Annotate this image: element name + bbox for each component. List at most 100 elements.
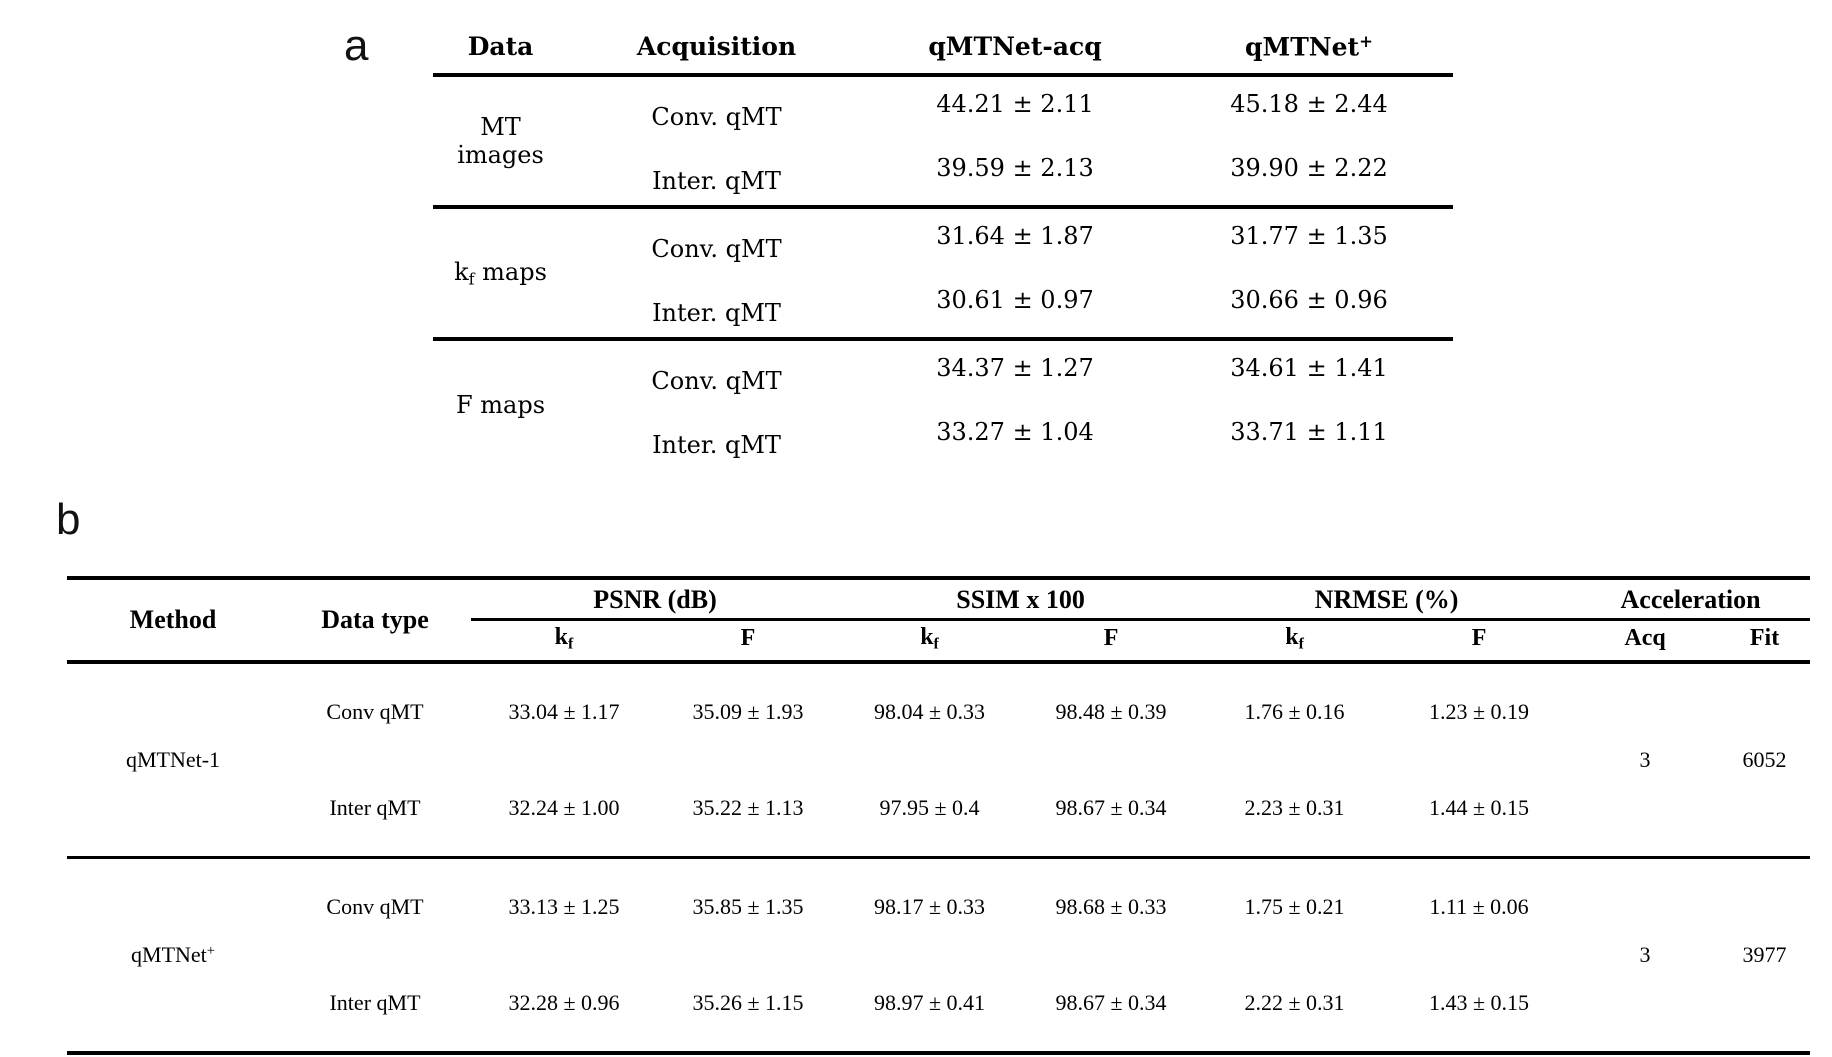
col-header-method: Method <box>129 605 217 635</box>
group-f-maps: F maps Conv. qMT 34.37 ± 1.27 34.61 ± 1.… <box>433 339 1453 469</box>
value-cell: 44.21 ± 2.11 <box>936 90 1094 119</box>
group-kf-maps: kf maps Conv. qMT 31.64 ± 1.87 31.77 ± 1… <box>433 207 1453 340</box>
table-a: Data Acquisition qMTNet-acq qMTNet+ MT i… <box>433 26 1453 469</box>
table-row: qMTNet-1 Conv qMT 33.04 ± 1.17 35.09 ± 1… <box>67 662 1810 772</box>
table-row: kf maps Conv. qMT 31.64 ± 1.87 31.77 ± 1… <box>433 207 1453 288</box>
value-cell: 34.37 ± 1.27 <box>936 354 1094 383</box>
value-cell: 98.48 ± 0.39 <box>1055 699 1167 725</box>
value-cell: 1.75 ± 0.21 <box>1244 894 1345 920</box>
group-header-ssim: SSIM x 100 <box>839 578 1203 621</box>
sub-header-acq: Acq <box>1624 625 1666 652</box>
value-cell: 30.61 ± 0.97 <box>936 286 1094 315</box>
value-cell: 30.66 ± 0.96 <box>1230 286 1388 315</box>
table-row: Inter qMT 32.24 ± 1.00 35.22 ± 1.13 97.9… <box>67 760 1810 858</box>
group-header-psnr: PSNR (dB) <box>471 578 840 621</box>
value-cell: 33.71 ± 1.11 <box>1230 418 1388 447</box>
group-mt-images: MT images Conv. qMT 44.21 ± 2.11 45.18 ±… <box>433 75 1453 208</box>
value-cell: 33.13 ± 1.25 <box>508 894 620 920</box>
sub-header-nrmse-f: F <box>1471 625 1487 652</box>
value-cell: 32.24 ± 1.00 <box>508 795 620 821</box>
acq-acceleration-cell: 3 <box>1639 942 1651 968</box>
value-cell: 35.26 ± 1.15 <box>692 990 804 1016</box>
value-cell: 2.22 ± 0.31 <box>1244 990 1345 1016</box>
kf-sub: f <box>568 635 574 653</box>
kf-base: k <box>1285 624 1299 650</box>
col-header-qmtnet-plus: qMTNet+ <box>1165 26 1453 78</box>
value-cell: 98.17 ± 0.33 <box>873 894 986 920</box>
value-cell: 2.23 ± 0.31 <box>1244 795 1345 821</box>
panel-b-label: b <box>56 495 81 544</box>
value-cell: 1.76 ± 0.16 <box>1244 699 1345 725</box>
value-cell: 32.28 ± 0.96 <box>508 990 620 1016</box>
value-cell: 98.67 ± 0.34 <box>1055 990 1167 1016</box>
table-row: F maps Conv. qMT 34.37 ± 1.27 34.61 ± 1.… <box>433 339 1453 419</box>
data-label: F maps <box>455 391 546 420</box>
table-row: Inter. qMT 30.61 ± 0.97 30.66 ± 0.96 <box>433 273 1453 339</box>
value-cell: 98.67 ± 0.34 <box>1055 795 1167 821</box>
acquisition-cell: Conv. qMT <box>651 367 782 396</box>
value-cell: 97.95 ± 0.4 <box>879 795 980 821</box>
method-sup: + <box>206 943 215 960</box>
sub-header-nrmse-kf: kf <box>1202 620 1387 663</box>
value-cell: 39.59 ± 2.13 <box>936 154 1094 183</box>
qmtnet-plus-base: qMTNet <box>1245 32 1360 62</box>
kf-base: k <box>454 258 469 287</box>
value-cell: 33.27 ± 1.04 <box>936 418 1094 447</box>
group-qmtnet-1: qMTNet-1 Conv qMT 33.04 ± 1.17 35.09 ± 1… <box>67 662 1810 858</box>
table-b: Method Data type PSNR (dB) SSIM x 100 NR… <box>67 576 1811 1056</box>
value-cell: 1.44 ± 0.15 <box>1428 795 1530 821</box>
method-base: qMTNet <box>131 942 207 968</box>
value-cell: 35.22 ± 1.13 <box>692 795 804 821</box>
value-cell: 31.64 ± 1.87 <box>936 222 1094 251</box>
table-row: qMTNet+ Conv qMT 33.13 ± 1.25 35.85 ± 1.… <box>67 858 1810 967</box>
method-label: qMTNet-1 <box>125 747 221 773</box>
acquisition-cell: Conv. qMT <box>651 235 782 264</box>
kf-rest: maps <box>474 258 547 287</box>
fit-acceleration-cell: 3977 <box>1742 942 1787 968</box>
table-b-header: Method Data type PSNR (dB) SSIM x 100 NR… <box>67 578 1811 663</box>
value-cell: 35.09 ± 1.93 <box>692 699 804 725</box>
value-cell: 1.23 ± 0.19 <box>1428 699 1530 725</box>
table-row: MT images Conv. qMT 44.21 ± 2.11 45.18 ±… <box>433 75 1453 169</box>
data-label: kf maps <box>433 207 568 339</box>
table-row: Data Acquisition qMTNet-acq qMTNet+ <box>433 26 1453 78</box>
table-row: Method Data type PSNR (dB) SSIM x 100 NR… <box>67 578 1811 634</box>
table-row: Inter. qMT 39.59 ± 2.13 39.90 ± 2.22 <box>433 141 1453 207</box>
acquisition-cell: Inter. qMT <box>652 299 781 328</box>
table-row: Inter. qMT 33.27 ± 1.04 33.71 ± 1.11 <box>433 405 1453 469</box>
fit-acceleration-cell: 6052 <box>1742 747 1787 773</box>
method-label: qMTNet+ <box>67 858 279 1054</box>
qmtnet-plus-sup: + <box>1359 32 1373 51</box>
kf-base: k <box>554 624 569 650</box>
value-cell: 45.18 ± 2.44 <box>1230 90 1388 119</box>
sub-header-ssim-f: F <box>1103 625 1119 652</box>
data-label: MT images <box>457 113 544 170</box>
sub-header-fit: Fit <box>1749 625 1780 652</box>
kf-sub: f <box>933 635 939 653</box>
group-qmtnet-plus: qMTNet+ Conv qMT 33.13 ± 1.25 35.85 ± 1.… <box>67 857 1811 1054</box>
col-header-data-type: Data type <box>321 605 429 635</box>
value-cell: 35.85 ± 1.35 <box>692 894 804 920</box>
group-header-acceleration: Acceleration <box>1571 578 1811 621</box>
data-type-cell: Conv qMT <box>326 699 424 725</box>
value-cell: 98.68 ± 0.33 <box>1055 894 1167 920</box>
value-cell: 1.43 ± 0.15 <box>1428 990 1530 1016</box>
table-a-header: Data Acquisition qMTNet-acq qMTNet+ <box>433 26 1453 78</box>
sub-header-psnr-kf: kf <box>471 620 657 663</box>
value-cell: 98.04 ± 0.33 <box>873 699 986 725</box>
group-header-nrmse: NRMSE (%) <box>1202 578 1572 621</box>
value-cell: 98.97 ± 0.41 <box>873 990 986 1016</box>
value-cell: 31.77 ± 1.35 <box>1230 222 1388 251</box>
sub-header-psnr-f: F <box>740 625 756 652</box>
col-header-acquisition: Acquisition <box>568 26 865 78</box>
kf-sub: f <box>468 269 475 289</box>
value-cell: 1.11 ± 0.06 <box>1429 894 1529 920</box>
table-row: Inter qMT 32.28 ± 0.96 35.26 ± 1.15 98.9… <box>67 955 1810 1053</box>
col-header-qmtnet-acq: qMTNet-acq <box>865 26 1165 78</box>
data-type-cell: Inter qMT <box>329 795 421 821</box>
value-cell: 39.90 ± 2.22 <box>1230 154 1388 183</box>
panel-a-label: a <box>344 21 369 70</box>
acquisition-cell: Conv. qMT <box>651 103 782 132</box>
sub-header-ssim-kf: kf <box>839 620 1020 663</box>
kf-base: k <box>920 624 934 650</box>
